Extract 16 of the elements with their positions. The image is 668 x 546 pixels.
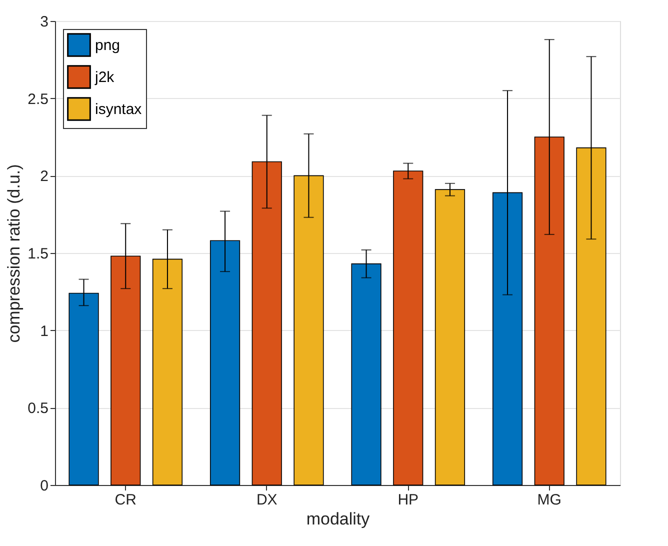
x-tick-label: DX bbox=[256, 492, 278, 508]
legend-label: j2k bbox=[94, 69, 115, 86]
legend-label: isyntax bbox=[95, 101, 142, 118]
x-tick-label: HP bbox=[398, 492, 419, 508]
y-axis-title: compression ratio (d.u.) bbox=[4, 164, 24, 343]
x-tick-label: CR bbox=[114, 492, 137, 508]
x-axis-title: modality bbox=[306, 510, 370, 528]
y-tick-label: 1 bbox=[40, 322, 48, 340]
y-tick-label: 0.5 bbox=[28, 400, 48, 418]
y-tick-label: 0 bbox=[40, 478, 48, 494]
y-tick-label: 1.5 bbox=[28, 246, 48, 262]
y-tick-label: 3 bbox=[40, 14, 48, 30]
legend-label: png bbox=[95, 37, 120, 54]
y-tick-label: 2 bbox=[40, 168, 48, 186]
x-tick-label: MG bbox=[537, 492, 562, 508]
y-tick-label: 2.5 bbox=[28, 90, 48, 108]
